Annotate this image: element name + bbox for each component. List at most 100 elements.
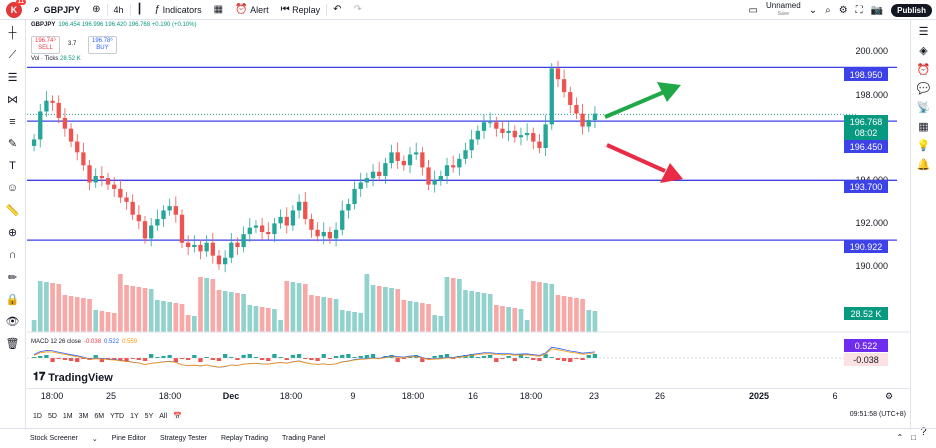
candle-body [543, 124, 548, 149]
layout-save-status: Save [777, 11, 790, 17]
chat-icon[interactable]: 💬 [916, 83, 931, 95]
zoom-in-icon[interactable]: ⊕ [7, 227, 18, 240]
range-1m[interactable]: 1M [62, 412, 73, 420]
candle-body [142, 221, 148, 239]
alert-button[interactable]: ⏰ Alert [229, 0, 274, 20]
fullscreen-icon[interactable]: ⛶ [855, 4, 863, 16]
range-5y[interactable]: 5Y [144, 412, 154, 420]
candle-body [340, 210, 345, 230]
volume-bar [346, 311, 351, 332]
collapse-panel-icon[interactable]: ⌃ [896, 433, 904, 442]
buy-price: 196.78⁶ [92, 38, 113, 44]
macd-histogram-bar [173, 358, 178, 362]
chevron-down-icon[interactable]: ⌄ [808, 4, 818, 16]
candle-body [469, 139, 474, 151]
axis-settings-icon[interactable]: ⚙ [884, 391, 894, 401]
calendar-icon[interactable]: ▦ [918, 121, 929, 133]
clock[interactable]: 09:51:58 (UTC+8) [849, 411, 906, 418]
layout-name-button[interactable]: Unnamed Save [766, 1, 801, 19]
level-tag-193700[interactable]: 193.700 [844, 180, 888, 193]
buy-button[interactable]: 196.78⁶ BUY [88, 36, 117, 54]
goto-date-icon[interactable]: 📅 [173, 413, 182, 420]
maximize-panel-icon[interactable]: □ [911, 433, 916, 442]
tab-strategy-tester[interactable]: Strategy Tester [159, 435, 207, 442]
broadcast-icon[interactable]: 📡 [916, 102, 931, 114]
crosshair-icon[interactable]: ┼ [8, 27, 17, 39]
eye-icon[interactable]: 👁 [5, 315, 20, 328]
candle-body [389, 152, 394, 164]
ideas-icon[interactable]: 💡 [916, 140, 931, 152]
tab-stock-screener[interactable]: Stock Screener [30, 435, 78, 442]
volume-bar [265, 308, 271, 332]
bottom-panel-tabs: Stock Screener ⌄ Pine Editor Strategy Te… [0, 428, 936, 448]
chevron-down-icon[interactable]: ⌄ [91, 435, 98, 443]
fib-icon[interactable]: ≡ [9, 115, 16, 128]
interval-button[interactable]: 4h [113, 4, 124, 15]
alarm-clock-icon[interactable]: ⏰ [916, 64, 931, 76]
compare-button[interactable]: ⊕ [86, 0, 106, 20]
range-5d[interactable]: 5D [47, 412, 57, 420]
settings-icon[interactable]: ⚙ [838, 4, 848, 16]
candle-body [432, 180, 437, 185]
user-avatar[interactable]: K 11 [6, 0, 26, 18]
horizontal-lines-icon[interactable]: ☰ [7, 71, 18, 84]
volume-bar [401, 300, 407, 332]
chart-pane[interactable]: GBPJPY 196.454 196.996 196.420 196.768 +… [27, 20, 910, 405]
brush-icon[interactable]: ✎ [7, 138, 18, 151]
candle-body [235, 242, 240, 248]
camera-icon[interactable]: 📷 [870, 4, 884, 16]
candle-body [81, 152, 86, 166]
volume-bar [31, 320, 37, 332]
volume-bar [155, 300, 160, 332]
indicators-button[interactable]: ƒ Indicators [149, 0, 208, 20]
emoji-icon[interactable]: ☺ [6, 182, 19, 195]
quick-search-icon[interactable]: ⌕ [825, 4, 831, 16]
tab-replay-trading[interactable]: Replay Trading [220, 435, 269, 442]
macd-histogram-bar [574, 358, 579, 359]
tab-trading-panel[interactable]: Trading Panel [282, 435, 326, 442]
volume-bar [142, 288, 148, 332]
range-1d[interactable]: 1D [33, 412, 42, 420]
candle-body [278, 216, 283, 224]
help-icon[interactable]: ? [920, 426, 927, 438]
sell-button[interactable]: 196.74⁹ SELL [31, 36, 60, 54]
trash-icon[interactable]: 🗑 [5, 338, 20, 351]
redo-button[interactable]: ↷ [348, 0, 368, 20]
level-tag-198950[interactable]: 198.950 [844, 68, 888, 81]
volume-bar [549, 284, 555, 332]
chart-type-button[interactable]: ┃ [131, 0, 149, 20]
text-icon[interactable]: T [9, 160, 16, 173]
replay-button[interactable]: ⏮ Replay [275, 0, 327, 20]
tradingview-logo[interactable]: 𝟏𝟕 TradingView [33, 371, 113, 384]
layout-icon[interactable]: ▭ [748, 4, 758, 16]
trend-line-icon[interactable]: ⟋ [8, 48, 17, 61]
candle-body [346, 203, 351, 211]
layout-templates-button[interactable]: ▦ [208, 0, 229, 20]
level-tag-190922[interactable]: 190.922 [844, 240, 888, 253]
range-3m[interactable]: 3M [78, 412, 89, 420]
pitchfork-icon[interactable]: ⋈ [7, 94, 18, 107]
macd-name: MACD 12 26 close [31, 339, 82, 345]
range-all[interactable]: All [159, 412, 168, 420]
range-6m[interactable]: 6M [94, 412, 105, 420]
magnet-icon[interactable]: ∩ [8, 248, 17, 261]
layers-icon[interactable]: ◈ [919, 45, 928, 57]
watchlist-icon[interactable]: ☰ [918, 26, 929, 38]
macd-histogram-bar [259, 358, 265, 360]
publish-button[interactable]: Publish [891, 3, 932, 17]
level-tag-196450[interactable]: 196.450 [844, 140, 888, 153]
lock-icon[interactable]: 🔒 [5, 293, 20, 306]
tab-pine-editor[interactable]: Pine Editor [111, 435, 146, 442]
time-axis[interactable]: 18:00 25 18:00 Dec 18:00 9 18:00 16 18:0… [27, 388, 910, 404]
symbol-search-button[interactable]: ⌕ GBPJPY [28, 0, 86, 20]
chart-canvas[interactable] [27, 20, 910, 388]
bell-icon[interactable]: 🔔 [916, 159, 931, 171]
range-1y[interactable]: 1Y [130, 412, 139, 420]
ruler-icon[interactable]: 📏 [5, 205, 20, 217]
volume-bar [481, 293, 487, 332]
undo-button[interactable]: ↶ [327, 0, 347, 20]
macd-histogram-bar [549, 357, 554, 358]
range-ytd[interactable]: YTD [110, 412, 125, 420]
lock-drawing-icon[interactable]: ✏ [7, 271, 18, 284]
candle-body [266, 231, 271, 235]
